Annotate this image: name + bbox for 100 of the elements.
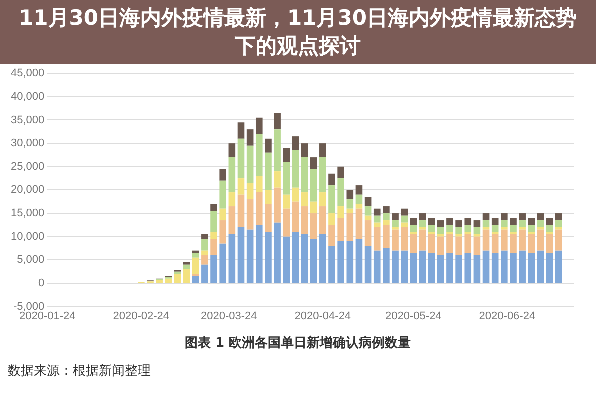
bar [410, 253, 418, 283]
bar [474, 255, 481, 283]
bar [301, 144, 308, 158]
bar [546, 234, 554, 254]
bar [410, 218, 418, 226]
bar [183, 264, 190, 270]
bar [456, 228, 462, 235]
bar [428, 232, 436, 235]
x-tick-label: 2020-02-24 [113, 310, 170, 322]
bar [165, 278, 172, 283]
y-tick-label: 35,000 [10, 114, 45, 126]
bar [202, 255, 208, 265]
bar [528, 234, 536, 254]
bar [492, 234, 499, 254]
bar [292, 188, 300, 202]
bar [246, 146, 254, 184]
bar [464, 232, 472, 235]
bar [202, 234, 208, 240]
bar [256, 225, 263, 283]
y-tick-label: -5,000 [13, 300, 45, 313]
bar [364, 197, 372, 207]
bar [374, 228, 381, 251]
bar [283, 148, 290, 162]
bar [456, 236, 462, 256]
bar [283, 194, 290, 209]
bar [446, 218, 454, 226]
bar [519, 230, 526, 251]
bar [310, 239, 318, 283]
bar [346, 242, 354, 283]
bar [174, 274, 182, 283]
bar [364, 216, 372, 221]
bar [356, 208, 363, 240]
bar [328, 225, 336, 246]
bar [501, 230, 508, 251]
bar [437, 228, 444, 235]
bar [446, 234, 454, 254]
bar [320, 206, 326, 235]
bar [228, 144, 236, 158]
bar [419, 220, 426, 228]
bar [464, 218, 472, 226]
bar [464, 225, 472, 232]
bar [392, 214, 399, 221]
source-note: 数据来源：根据新闻整理 [8, 363, 152, 380]
bar [328, 214, 336, 226]
bar [537, 230, 544, 251]
y-tick-label: 40,000 [10, 90, 45, 103]
bar [346, 190, 354, 200]
bar [228, 192, 236, 207]
bar [501, 220, 508, 228]
bar [464, 234, 472, 254]
bar [256, 192, 263, 226]
y-tick-label: 15,000 [10, 208, 45, 220]
bar [246, 200, 254, 230]
bar [419, 250, 426, 283]
bar [238, 138, 245, 179]
chart-title: 11月30日海内外疫情最新，11月30日海内外疫情最新态势下的观点探讨 [0, 0, 596, 64]
bar [356, 186, 363, 195]
bar [274, 222, 281, 283]
bar [210, 255, 218, 283]
bar [383, 220, 390, 226]
bar [374, 250, 381, 283]
bar [346, 200, 354, 209]
bar [356, 194, 363, 204]
x-tick-label: 2020-06-24 [479, 310, 536, 322]
bar [456, 255, 462, 283]
bar [364, 246, 372, 283]
y-tick-label: 10,000 [10, 230, 45, 243]
bar [265, 232, 272, 283]
bar [374, 208, 381, 216]
bar [292, 202, 300, 232]
bar [392, 220, 399, 228]
bar [474, 228, 481, 235]
bar [210, 232, 218, 240]
bar [537, 250, 544, 283]
bar [374, 216, 381, 223]
bar [519, 220, 526, 228]
bar [356, 204, 363, 209]
bar [310, 169, 318, 202]
bar [220, 208, 226, 221]
bar [202, 250, 208, 256]
bar [410, 232, 418, 235]
bar [492, 253, 499, 283]
bar [292, 232, 300, 283]
bar [301, 234, 308, 283]
bar [238, 194, 245, 228]
bar [383, 214, 390, 221]
bar [338, 166, 344, 179]
bar [501, 250, 508, 283]
bar [238, 178, 245, 195]
bar [401, 222, 408, 228]
bar [202, 239, 208, 251]
bar [546, 253, 554, 283]
bar [283, 236, 290, 283]
bar [192, 276, 200, 283]
bar [301, 158, 308, 193]
bar [202, 264, 208, 283]
bar [238, 228, 245, 283]
y-tick-label: 30,000 [10, 138, 45, 150]
bar [546, 225, 554, 232]
bar [265, 204, 272, 232]
